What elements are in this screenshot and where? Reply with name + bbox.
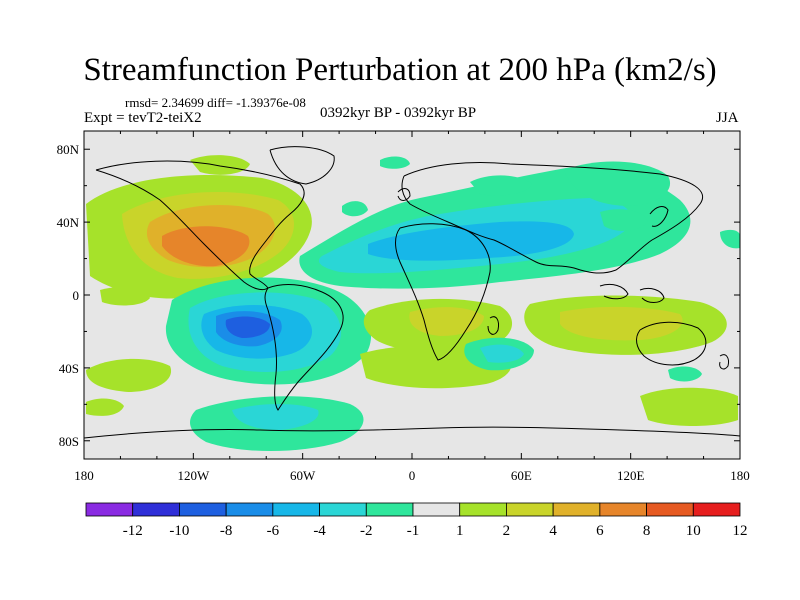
figure-title: Streamfunction Perturbation at 200 hPa (… xyxy=(83,52,717,88)
coastline-maritime-asia xyxy=(599,283,665,303)
contour-level-m1 xyxy=(342,201,368,217)
contour-level-m1 xyxy=(668,366,702,382)
colorbar-label: 2 xyxy=(503,523,511,539)
colorbar-label: -2 xyxy=(360,523,373,539)
y-tick-label: 40N xyxy=(57,215,80,230)
colorbar-swatch xyxy=(692,502,741,517)
coastline-antarctica xyxy=(84,426,740,439)
colorbar-label: 4 xyxy=(549,523,557,539)
colorbar-label: 10 xyxy=(686,523,701,539)
colorbar-swatch xyxy=(412,502,461,517)
coastlines xyxy=(84,146,740,439)
contour-level-2 xyxy=(100,287,150,306)
coastline-australia xyxy=(636,321,707,366)
y-tick-label: 80S xyxy=(59,434,79,449)
coastline-madagascar xyxy=(487,316,499,335)
contour-level-4 xyxy=(409,307,484,336)
y-tick-label: 0 xyxy=(73,288,80,303)
colorbar-swatch xyxy=(552,502,601,517)
colorbar-label: -8 xyxy=(220,523,233,539)
colorbar-label: -1 xyxy=(407,523,420,539)
period-label: 0392kyr BP - 0392kyr BP xyxy=(320,105,477,121)
colorbar-swatch xyxy=(459,502,507,517)
colorbar-swatch xyxy=(599,502,647,517)
stats-text: rmsd= 2.34699 diff= -1.39376e-08 xyxy=(125,95,306,110)
colorbar-label: 12 xyxy=(733,523,748,539)
season-label: JJA xyxy=(716,110,739,126)
colorbar-label: -12 xyxy=(123,523,143,539)
map-area: 80N 40N 0 40S 80S 180 120W 60W 0 60E 120E 180 xyxy=(57,130,750,483)
x-tick-label: 60E xyxy=(511,468,532,483)
experiment-label: Expt = tevT2-teiX2 xyxy=(84,110,202,126)
x-tick-label: 180 xyxy=(74,468,94,483)
contour-level-m8 xyxy=(225,316,270,338)
colorbar-swatch xyxy=(319,502,367,517)
x-tick-label: 180 xyxy=(730,468,750,483)
colorbar: -12 -10 -8 -6 -4 -2 -1 1 2 4 6 8 10 12 xyxy=(85,502,748,539)
coastline-south-america xyxy=(264,284,344,411)
contour-level-4 xyxy=(560,306,683,341)
colorbar-swatch xyxy=(506,502,554,517)
coastline-uk xyxy=(397,188,411,201)
coastline-new-zealand xyxy=(719,354,729,370)
colorbar-label: -6 xyxy=(267,523,280,539)
coastline-eurasia xyxy=(401,162,703,274)
y-axis: 80N 40N 0 40S 80S xyxy=(57,142,740,449)
colorbar-label: 1 xyxy=(456,523,464,539)
contour-level-m1 xyxy=(380,156,410,169)
coastline-greenland xyxy=(269,146,335,185)
x-tick-label: 60W xyxy=(290,468,316,483)
contour-level-2 xyxy=(86,358,172,392)
contour-fills xyxy=(86,155,740,451)
colorbar-label: 6 xyxy=(596,523,604,539)
x-tick-label: 120W xyxy=(177,468,210,483)
colorbar-label: 8 xyxy=(643,523,651,539)
x-tick-label: 0 xyxy=(409,468,416,483)
y-tick-label: 80N xyxy=(57,142,80,157)
contour-level-2 xyxy=(640,387,738,426)
contour-level-m1 xyxy=(720,229,740,249)
colorbar-swatch xyxy=(179,502,227,517)
contour-level-2 xyxy=(86,398,124,416)
colorbar-swatch xyxy=(272,502,320,517)
contour-level-m4 xyxy=(368,221,574,261)
x-axis: 180 120W 60W 0 60E 120E 180 xyxy=(74,131,750,483)
coastline-japan xyxy=(649,206,669,227)
contour-level-m1 xyxy=(470,175,532,196)
contour-level-2 xyxy=(190,155,250,175)
coastline-north-america xyxy=(95,160,305,291)
colorbar-swatch xyxy=(225,502,274,517)
contour-level-m2 xyxy=(480,344,524,363)
colorbar-label: -10 xyxy=(169,523,189,539)
colorbar-label: -4 xyxy=(313,523,326,539)
colorbar-swatch xyxy=(132,502,180,517)
contour-level-m1 xyxy=(600,209,648,231)
colorbar-swatch xyxy=(365,502,414,517)
colorbar-swatch xyxy=(85,502,134,517)
y-tick-label: 40S xyxy=(59,361,79,376)
colorbar-swatch xyxy=(646,502,694,517)
contour-level-m2 xyxy=(232,404,319,430)
coastline-africa xyxy=(395,223,491,361)
x-tick-label: 120E xyxy=(617,468,645,483)
